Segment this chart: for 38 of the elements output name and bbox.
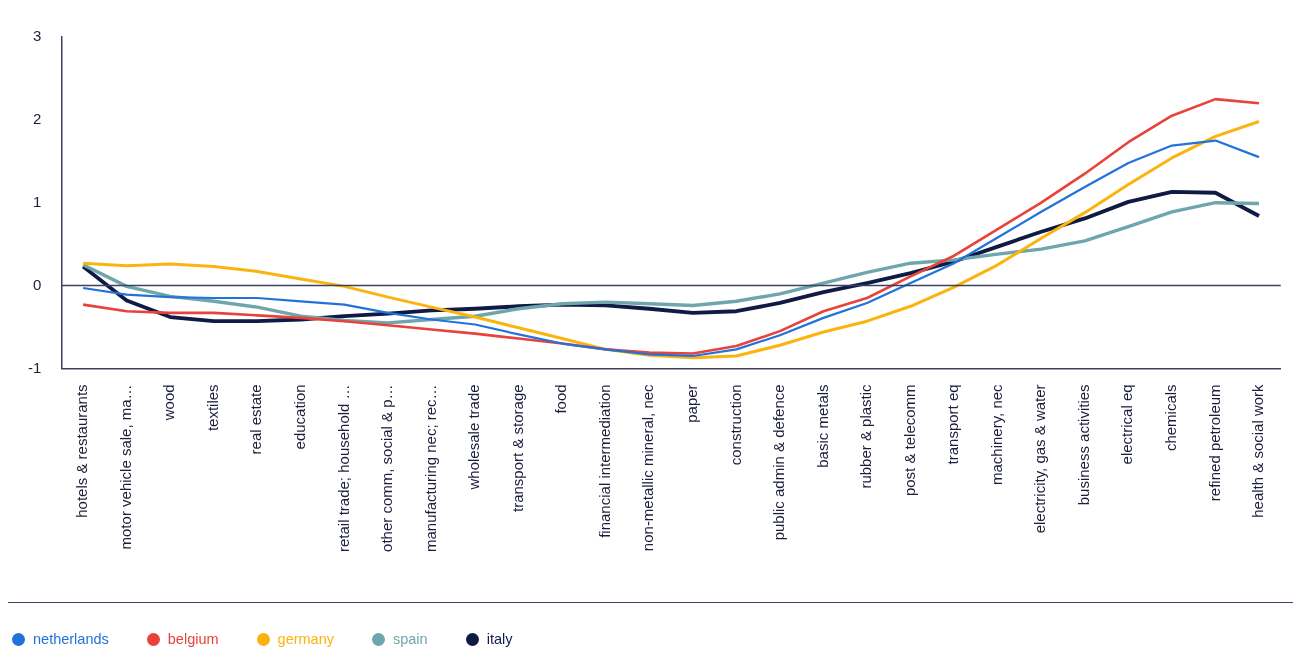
y-tick-label: 1 xyxy=(32,192,42,210)
x-tick-label: health & social work xyxy=(1249,383,1267,518)
x-tick-label: refined petroleum xyxy=(1205,384,1223,502)
x-tick-label: electricity, gas & water xyxy=(1031,384,1049,534)
x-tick-label: construction xyxy=(726,384,744,466)
x-tick-label: machinery, nec xyxy=(987,383,1005,486)
x-tick-label: rubber & plastic xyxy=(857,383,875,489)
x-tick-label: chemicals xyxy=(1162,384,1180,452)
x-tick-label: financial intermediation xyxy=(595,384,613,538)
x-tick-label: public admin & defence xyxy=(770,384,788,541)
legend-label: spain xyxy=(392,631,428,647)
legend-label: belgium xyxy=(167,631,219,647)
x-tick-label: paper xyxy=(682,384,700,423)
x-tick-label: food xyxy=(552,384,570,414)
x-tick-label: motor vehicle sale, ma… xyxy=(116,384,134,550)
x-tick-label: manufacturing nec; rec… xyxy=(421,384,439,552)
legend-label: italy xyxy=(486,631,513,647)
y-tick-label: -1 xyxy=(27,358,42,376)
x-tick-label: real estate xyxy=(247,384,265,455)
x-tick-label: transport eq xyxy=(944,384,962,465)
x-tick-label: other comm, social & p… xyxy=(378,384,396,552)
x-tick-label: basic metals xyxy=(813,384,831,468)
y-tick-label: 0 xyxy=(32,275,42,293)
x-tick-label: non-metallic mineral, nec xyxy=(639,383,657,552)
x-tick-label: education xyxy=(291,384,309,450)
x-tick-label: post & telecomm xyxy=(900,384,918,497)
legend-label: germany xyxy=(277,631,334,647)
x-tick-label: electrical eq xyxy=(1118,384,1136,465)
x-tick-label: textiles xyxy=(203,384,221,432)
y-tick-label: 2 xyxy=(32,109,42,127)
x-tick-label: retail trade; household … xyxy=(334,384,352,553)
x-tick-label: wholesale trade xyxy=(465,384,483,491)
x-tick-label: wood xyxy=(160,384,178,422)
legend-label: netherlands xyxy=(33,631,109,647)
x-tick-label: transport & storage xyxy=(508,384,526,512)
x-tick-label: hotels & restaurants xyxy=(73,384,91,518)
x-tick-label: business activities xyxy=(1074,384,1092,506)
y-tick-label: 3 xyxy=(32,27,42,45)
